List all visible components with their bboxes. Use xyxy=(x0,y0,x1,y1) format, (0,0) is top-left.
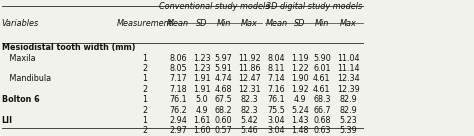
Text: 0.60: 0.60 xyxy=(215,116,232,125)
Text: 4.9: 4.9 xyxy=(195,106,208,115)
Text: 8.05: 8.05 xyxy=(169,64,187,73)
Text: 12.34: 12.34 xyxy=(337,75,360,84)
Text: SD: SD xyxy=(294,19,306,28)
Text: 2: 2 xyxy=(142,126,147,135)
Text: 5.91: 5.91 xyxy=(215,64,232,73)
Text: 7.16: 7.16 xyxy=(268,85,285,94)
Text: 1.91: 1.91 xyxy=(193,75,210,84)
Text: 11.92: 11.92 xyxy=(237,54,260,63)
Text: 1.22: 1.22 xyxy=(291,64,309,73)
Text: 0.63: 0.63 xyxy=(313,126,330,135)
Text: 2.94: 2.94 xyxy=(169,116,187,125)
Text: 6.01: 6.01 xyxy=(313,64,330,73)
Text: Mean: Mean xyxy=(265,19,288,28)
Text: 7.14: 7.14 xyxy=(268,75,285,84)
Text: 5.46: 5.46 xyxy=(240,126,258,135)
Text: 76.2: 76.2 xyxy=(169,106,187,115)
Text: LII: LII xyxy=(1,116,13,125)
Text: Measurement: Measurement xyxy=(117,19,173,28)
Text: 82.3: 82.3 xyxy=(240,95,258,104)
Text: Max: Max xyxy=(340,19,357,28)
Text: 76.1: 76.1 xyxy=(268,95,285,104)
Text: 1.90: 1.90 xyxy=(291,75,309,84)
Text: 7.18: 7.18 xyxy=(169,85,187,94)
Text: 1.61: 1.61 xyxy=(193,116,210,125)
Text: 2: 2 xyxy=(142,85,147,94)
Text: 1: 1 xyxy=(142,75,147,84)
Text: 5.39: 5.39 xyxy=(340,126,357,135)
Text: Max: Max xyxy=(241,19,257,28)
Text: 8.06: 8.06 xyxy=(169,54,187,63)
Text: 7.17: 7.17 xyxy=(169,75,187,84)
Text: 1: 1 xyxy=(142,116,147,125)
Text: 1: 1 xyxy=(142,95,147,104)
Text: 4.9: 4.9 xyxy=(293,95,306,104)
Text: 3D digital study models: 3D digital study models xyxy=(266,2,362,11)
Text: Variables: Variables xyxy=(1,19,39,28)
Text: 11.86: 11.86 xyxy=(238,64,260,73)
Text: 5.0: 5.0 xyxy=(195,95,208,104)
Text: 1.23: 1.23 xyxy=(193,64,210,73)
Text: 5.23: 5.23 xyxy=(340,116,357,125)
Text: 75.5: 75.5 xyxy=(267,106,285,115)
Text: 5.90: 5.90 xyxy=(313,54,331,63)
Text: Min: Min xyxy=(315,19,329,28)
Text: 68.3: 68.3 xyxy=(313,95,330,104)
Text: 1.92: 1.92 xyxy=(291,85,309,94)
Text: 1.19: 1.19 xyxy=(291,54,309,63)
Text: 3.04: 3.04 xyxy=(268,126,285,135)
Text: 3.04: 3.04 xyxy=(268,116,285,125)
Text: 11.14: 11.14 xyxy=(337,64,360,73)
Text: 4.68: 4.68 xyxy=(215,85,232,94)
Text: 2: 2 xyxy=(142,64,147,73)
Text: Mandibula: Mandibula xyxy=(1,75,51,84)
Text: 12.47: 12.47 xyxy=(237,75,260,84)
Text: 82.9: 82.9 xyxy=(340,106,357,115)
Text: 5.24: 5.24 xyxy=(291,106,309,115)
Text: 4.61: 4.61 xyxy=(313,85,330,94)
Text: 11.04: 11.04 xyxy=(337,54,360,63)
Text: 4.61: 4.61 xyxy=(313,75,330,84)
Text: 1.23: 1.23 xyxy=(193,54,210,63)
Text: Conventional study models: Conventional study models xyxy=(159,2,270,11)
Text: 5.97: 5.97 xyxy=(215,54,232,63)
Text: Mesiodistal tooth width (mm): Mesiodistal tooth width (mm) xyxy=(1,43,135,52)
Text: 82.9: 82.9 xyxy=(340,95,357,104)
Text: SD: SD xyxy=(196,19,207,28)
Text: 5.42: 5.42 xyxy=(240,116,258,125)
Text: 1.91: 1.91 xyxy=(193,85,210,94)
Text: 1.60: 1.60 xyxy=(193,126,210,135)
Text: 76.1: 76.1 xyxy=(169,95,187,104)
Text: 4.74: 4.74 xyxy=(215,75,232,84)
Text: 12.31: 12.31 xyxy=(238,85,260,94)
Text: 1.43: 1.43 xyxy=(291,116,309,125)
Text: 67.5: 67.5 xyxy=(215,95,232,104)
Text: 8.11: 8.11 xyxy=(268,64,285,73)
Text: 82.3: 82.3 xyxy=(240,106,258,115)
Text: Bolton 6: Bolton 6 xyxy=(1,95,39,104)
Text: 0.57: 0.57 xyxy=(215,126,232,135)
Text: Mean: Mean xyxy=(167,19,189,28)
Text: 1.48: 1.48 xyxy=(291,126,309,135)
Text: 12.39: 12.39 xyxy=(337,85,360,94)
Text: 0.68: 0.68 xyxy=(313,116,330,125)
Text: 2: 2 xyxy=(142,106,147,115)
Text: 8.04: 8.04 xyxy=(268,54,285,63)
Text: 66.7: 66.7 xyxy=(313,106,331,115)
Text: Maxila: Maxila xyxy=(1,54,35,63)
Text: 1: 1 xyxy=(142,54,147,63)
Text: 68.2: 68.2 xyxy=(215,106,232,115)
Text: Min: Min xyxy=(216,19,231,28)
Text: 2.97: 2.97 xyxy=(169,126,187,135)
